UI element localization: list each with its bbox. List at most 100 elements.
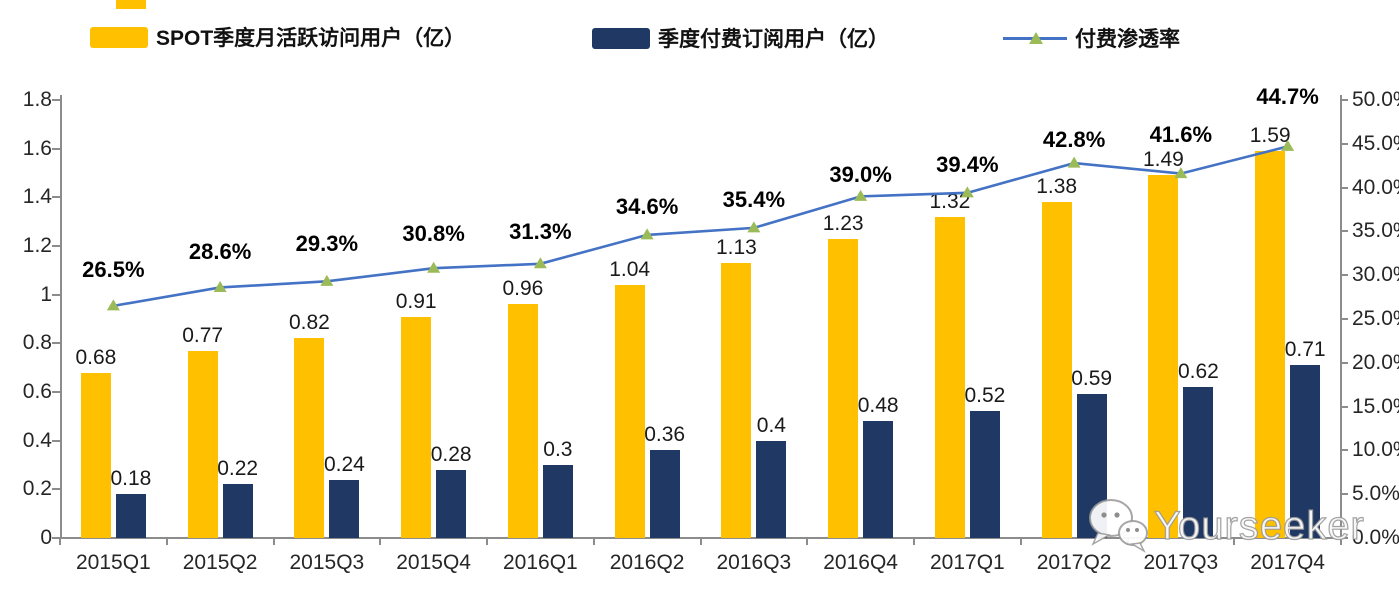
subscriber-bar-label: 0.62	[1177, 360, 1219, 384]
right-axis-tick-label: 10.0%	[1352, 438, 1399, 462]
subscriber-bar-label: 0.48	[857, 394, 899, 418]
subscriber-bar	[436, 469, 467, 538]
right-axis-tick	[1340, 186, 1348, 189]
subscriber-bar	[542, 465, 573, 538]
x-axis-tick	[59, 538, 61, 545]
triangle-marker-icon	[960, 186, 974, 198]
subscriber-bar	[329, 479, 360, 538]
subscriber-bar-label: 0.24	[323, 452, 365, 476]
mau-bar-label: 0.68	[75, 345, 117, 369]
left-axis-tick	[52, 488, 60, 491]
x-axis-label: 2016Q3	[716, 551, 792, 574]
left-axis-tick	[52, 391, 60, 393]
right-axis-tick	[1340, 449, 1348, 452]
penetration-label: 28.6%	[188, 239, 252, 265]
subscriber-bar	[1183, 387, 1214, 538]
mau-bar-label: 1.32	[929, 189, 971, 213]
mau-bar-label: 1.23	[822, 211, 864, 235]
left-axis-tick-label: 1.8	[22, 88, 52, 111]
triangle-marker-icon	[640, 228, 654, 240]
right-axis-tick-label: 40.0%	[1352, 175, 1399, 199]
left-axis-tick-label: 1	[40, 282, 52, 306]
wechat-icon	[1089, 499, 1148, 553]
right-axis-tick	[1340, 230, 1348, 233]
right-axis-tick	[1340, 142, 1348, 145]
left-axis-tick	[52, 439, 60, 442]
penetration-line	[113, 145, 1288, 308]
mau-bar-label: 1.04	[609, 257, 651, 281]
x-axis-tick	[699, 538, 702, 545]
x-axis-tick	[1019, 538, 1022, 545]
legend-item-subscribers: 季度付费订阅用户（亿）	[592, 23, 889, 53]
left-axis-tick	[52, 196, 60, 199]
triangle-marker-icon	[427, 261, 441, 273]
triangle-marker-icon	[1029, 31, 1043, 44]
mau-bar-label: 1.49	[1142, 148, 1184, 172]
triangle-marker-icon	[1067, 156, 1081, 168]
triangle-marker-icon	[1281, 139, 1295, 151]
left-axis-tick-label: 0.4	[22, 428, 52, 452]
x-axis-label: 2017Q4	[1250, 551, 1325, 574]
triangle-marker-icon	[747, 221, 761, 233]
right-axis-tick	[1340, 405, 1348, 408]
x-axis-label: 2015Q3	[289, 551, 365, 574]
subscriber-bar-label: 0.36	[644, 423, 686, 447]
legend-swatch-navy	[592, 27, 650, 49]
legend-label-subscribers: 季度付费订阅用户（亿）	[658, 28, 889, 51]
x-axis-tick	[165, 538, 168, 545]
subscriber-bar	[756, 440, 787, 538]
x-axis-tick	[379, 538, 382, 545]
mau-bar	[614, 284, 645, 538]
subscriber-bar-label: 0.59	[1071, 367, 1113, 391]
mau-bar	[294, 338, 325, 538]
subscriber-bar-label: 0.3	[543, 438, 573, 461]
subscriber-bar-label: 0.28	[430, 442, 472, 466]
x-axis-tick	[1233, 538, 1236, 545]
x-axis-tick	[486, 538, 488, 545]
right-axis-tick	[1340, 318, 1348, 320]
triangle-marker-icon	[213, 280, 227, 292]
right-axis-tick-label: 45.0%	[1352, 131, 1399, 155]
cropped-yellow-artifact	[116, 0, 146, 9]
left-axis-tick-label: 1.4	[22, 185, 52, 209]
left-axis-tick	[52, 147, 60, 150]
x-axis-label: 2017Q2	[1036, 551, 1112, 574]
legend-label-penetration: 付费渗透率	[1075, 28, 1180, 51]
subscriber-bar	[1290, 365, 1321, 538]
subscriber-bar-label: 0.71	[1284, 338, 1326, 362]
right-axis-tick-label: 20.0%	[1352, 350, 1399, 374]
x-axis-tick	[592, 538, 595, 545]
mau-bar-label: 0.91	[395, 289, 437, 313]
mau-bar-label: 0.82	[288, 311, 330, 335]
mau-bar-label: 1.38	[1036, 175, 1078, 199]
subscriber-bar	[649, 450, 680, 538]
subscriber-bar	[115, 494, 146, 538]
right-axis-tick-label: 25.0%	[1352, 307, 1399, 330]
left-axis-tick	[52, 342, 60, 345]
triangle-marker-icon	[320, 274, 334, 286]
penetration-label: 31.3%	[509, 218, 572, 244]
legend-line-marker	[1003, 28, 1067, 49]
penetration-label: 30.8%	[402, 221, 465, 247]
x-axis-label: 2017Q1	[930, 551, 1005, 574]
x-axis-tick	[272, 538, 275, 545]
right-axis-tick-label: 5.0%	[1352, 482, 1399, 506]
mau-bar-label: 0.96	[502, 277, 544, 301]
mau-bar-label: 1.13	[715, 236, 757, 260]
right-axis-tick	[1340, 274, 1348, 277]
subscriber-bar-label: 0.22	[217, 457, 259, 481]
penetration-label: 26.5%	[82, 256, 145, 282]
x-axis-label: 2017Q3	[1143, 551, 1219, 574]
mau-bar	[1041, 202, 1072, 538]
x-axis-tick	[913, 538, 915, 545]
subscriber-bar	[969, 411, 1000, 538]
right-axis-tick-label: 50.0%	[1352, 88, 1399, 111]
mau-bar	[80, 372, 111, 538]
mau-bar	[507, 304, 538, 538]
penetration-label: 35.4%	[722, 186, 786, 212]
x-axis-label: 2016Q1	[503, 551, 578, 574]
penetration-label: 29.3%	[295, 231, 359, 257]
triangle-marker-icon	[533, 257, 547, 269]
mau-bar	[721, 263, 752, 538]
